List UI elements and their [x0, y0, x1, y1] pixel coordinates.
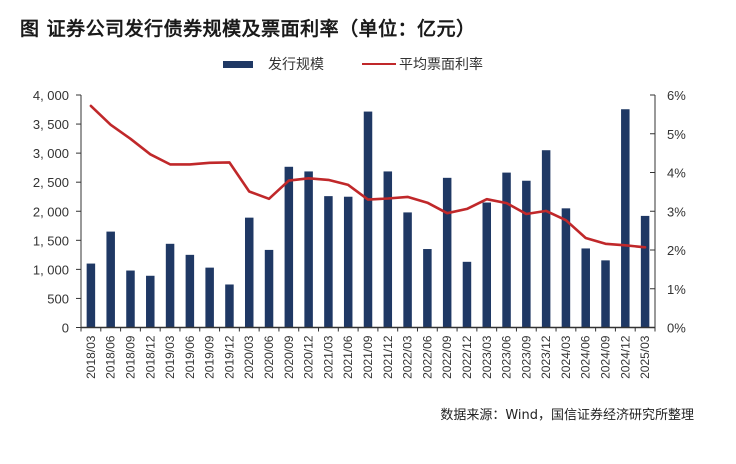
- x-tick-label: 2024/12: [618, 335, 632, 379]
- x-tick-label: 2021/06: [341, 335, 355, 379]
- left-tick-label: 4, 000: [33, 88, 69, 103]
- bar: [522, 180, 531, 328]
- x-tick-label: 2018/12: [143, 335, 157, 379]
- x-tick-label: 2024/03: [559, 335, 573, 379]
- legend-bar-swatch-icon: [223, 60, 253, 68]
- line-series: [89, 104, 647, 249]
- x-tick-label: 2021/12: [381, 335, 395, 379]
- left-y-axis: 0 500 1, 000 1, 500 2, 000 2, 500 3, 000 3, 500…: [33, 88, 82, 336]
- bar: [541, 150, 551, 328]
- bar: [640, 215, 650, 328]
- x-tick-label: 2018/03: [84, 335, 98, 379]
- bar: [601, 260, 610, 328]
- left-tick-label: 3, 000: [33, 146, 69, 161]
- x-tick-label: 2022/06: [420, 335, 434, 379]
- legend-bar-label: 发行规模: [268, 57, 324, 73]
- x-tick-label: 2020/03: [242, 335, 256, 379]
- right-tick-label: 3%: [667, 204, 686, 219]
- x-tick-label: 2022/03: [401, 335, 415, 379]
- bar: [86, 263, 96, 328]
- bar: [442, 177, 452, 328]
- bar: [462, 261, 472, 328]
- right-tick-label: 1%: [667, 282, 686, 297]
- source-note: 数据来源：Wind，国信证券经济研究所整理: [440, 408, 694, 423]
- legend-item-bar: 发行规模: [223, 54, 324, 74]
- bar: [304, 171, 313, 328]
- x-tick-label: 2018/09: [123, 335, 137, 379]
- x-tick-label: 2021/09: [361, 335, 375, 379]
- x-tick-label: 2021/03: [321, 335, 335, 379]
- bar-series: [86, 109, 650, 328]
- left-tick-label: 1, 000: [33, 262, 69, 277]
- bar: [324, 196, 333, 328]
- bar: [343, 196, 353, 328]
- bar: [423, 249, 432, 328]
- left-tick-label: 0: [62, 321, 69, 336]
- chart-title: 图 证券公司发行债券规模及票面利率（单位：亿元）: [20, 18, 476, 40]
- left-tick-label: 2, 000: [33, 204, 69, 219]
- legend-line-label: 平均票面利率: [399, 57, 483, 73]
- bar: [403, 212, 412, 328]
- x-tick-label: 2025/03: [638, 335, 652, 379]
- x-tick-label: 2022/12: [460, 335, 474, 379]
- x-tick-label: 2019/12: [222, 335, 236, 379]
- bar: [244, 217, 254, 328]
- x-tick-label: 2020/12: [302, 335, 316, 379]
- x-tick-label: 2022/09: [440, 335, 454, 379]
- bar: [126, 270, 135, 328]
- coupon-rate-line: [89, 104, 647, 249]
- left-tick-label: 500: [47, 291, 69, 306]
- bar: [284, 166, 294, 328]
- bar: [502, 172, 511, 328]
- left-tick-label: 2, 500: [33, 175, 69, 190]
- left-tick-label: 3, 500: [33, 117, 69, 132]
- x-tick-label: 2023/03: [480, 335, 494, 379]
- right-y-axis: 0% 1% 2% 3% 4% 5% 6%: [650, 88, 686, 336]
- right-tick-label: 6%: [667, 88, 686, 103]
- x-tick-label: 2024/09: [599, 335, 613, 379]
- x-tick-label: 2024/06: [579, 335, 593, 379]
- x-tick-label: 2019/03: [163, 335, 177, 379]
- right-tick-label: 2%: [667, 243, 686, 258]
- bar: [225, 284, 234, 328]
- bar: [482, 202, 492, 328]
- legend-item-line: 平均票面利率: [362, 54, 483, 74]
- x-tick-label: 2019/09: [203, 335, 217, 379]
- bar: [264, 249, 274, 328]
- bar: [383, 171, 393, 328]
- bar: [165, 243, 175, 328]
- bar: [581, 248, 590, 328]
- right-tick-label: 0%: [667, 321, 686, 336]
- x-tick-label: 2023/09: [519, 335, 533, 379]
- right-tick-label: 5%: [667, 127, 686, 142]
- x-tick-label: 2020/09: [282, 335, 296, 379]
- bar: [146, 275, 155, 328]
- bar: [185, 254, 195, 328]
- bar: [621, 109, 630, 328]
- x-tick-label: 2023/12: [539, 335, 553, 379]
- bar: [205, 267, 214, 328]
- right-tick-label: 4%: [667, 166, 686, 181]
- x-tick-label: 2020/06: [262, 335, 276, 379]
- x-tick-label: 2019/06: [183, 335, 197, 379]
- legend-line-swatch-icon: [362, 63, 396, 65]
- x-tick-label: 2018/06: [104, 335, 118, 379]
- bar: [363, 111, 373, 328]
- left-tick-label: 1, 500: [33, 233, 69, 248]
- bar: [561, 208, 571, 328]
- chart-legend: 发行规模 平均票面利率: [0, 54, 736, 76]
- bar: [106, 231, 115, 328]
- x-axis: 2018/03 2018/06 2018/09 2018/12 2019/03 2019/…: [80, 326, 656, 379]
- x-tick-label: 2023/06: [500, 335, 514, 379]
